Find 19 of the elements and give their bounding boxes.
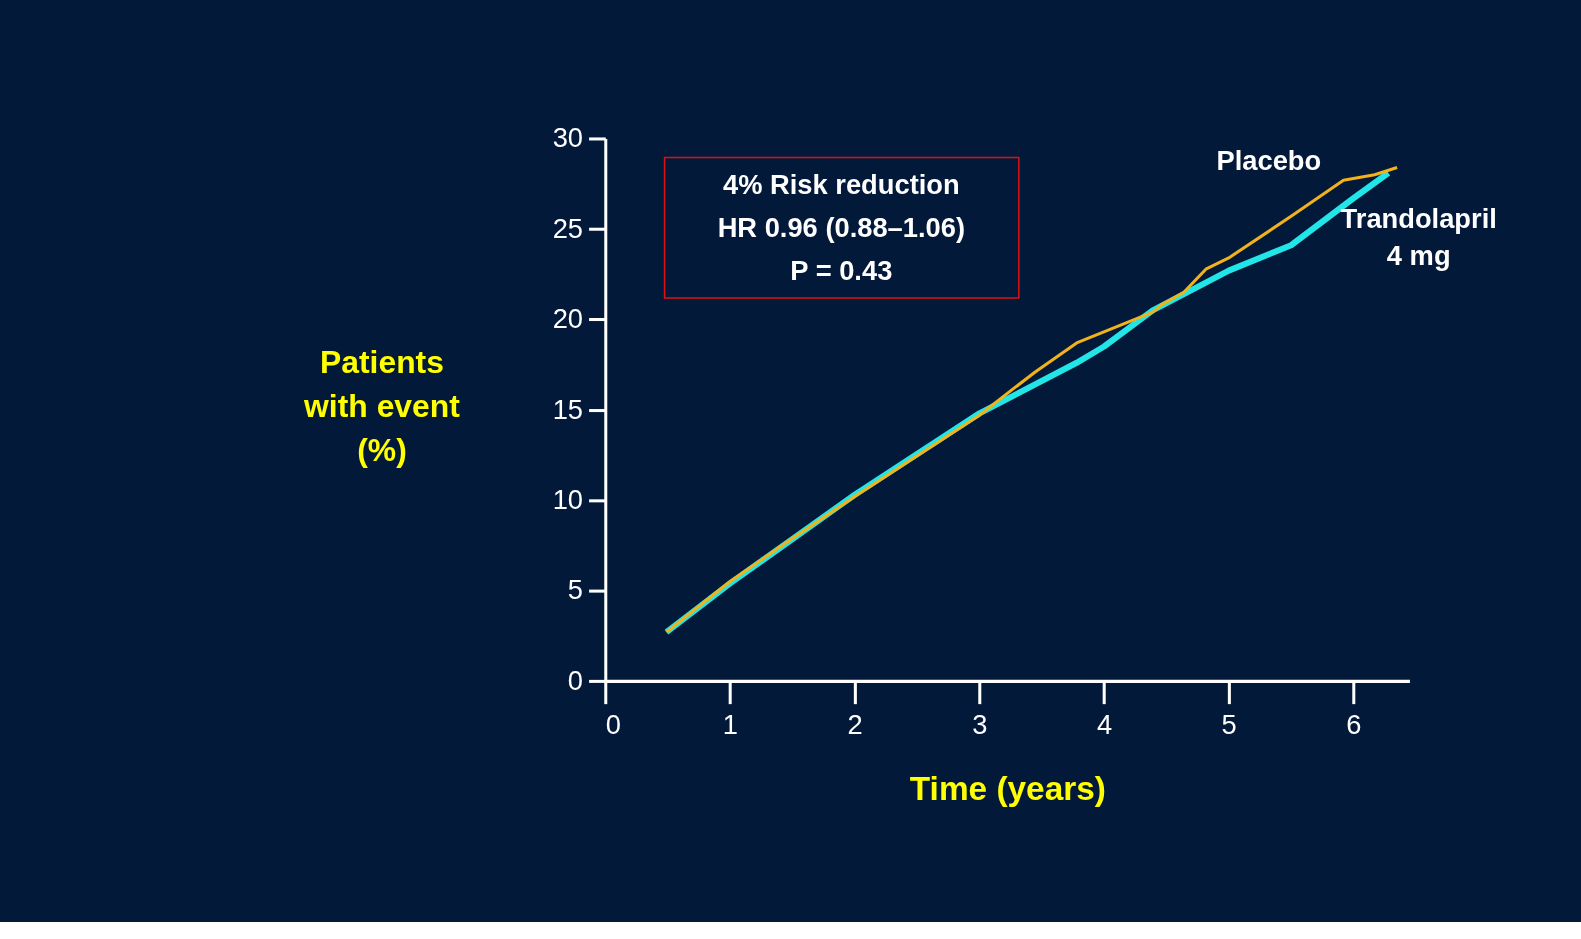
x-tick-label: 0 xyxy=(605,709,621,741)
annotation: 4% Risk reduction HR 0.96 (0.88–1.06) P = 0.43 xyxy=(717,168,965,287)
x-tick-label: 5 xyxy=(1221,709,1237,741)
series-label: Trandolapril 4 mg xyxy=(1340,203,1497,271)
x-tick-label: 6 xyxy=(1346,709,1362,741)
y-tick-label: 25 xyxy=(552,212,584,244)
series-label: Placebo xyxy=(1216,144,1322,176)
x-axis-title: Time (years) xyxy=(909,770,1106,808)
y-tick-label: 10 xyxy=(552,483,584,515)
y-tick-label: 5 xyxy=(567,574,584,606)
y-tick-label: 15 xyxy=(552,393,584,425)
x-tick-label: 4 xyxy=(1096,709,1113,741)
y-tick-label: 20 xyxy=(552,303,584,335)
x-tick-label: 1 xyxy=(722,709,739,741)
y-tick-label: 30 xyxy=(552,122,584,154)
y-axis-title: Patients with event (%) xyxy=(303,343,461,468)
x-tick-label: 2 xyxy=(847,709,863,741)
y-tick-label: 0 xyxy=(567,664,584,696)
x-tick-label: 3 xyxy=(972,709,988,741)
